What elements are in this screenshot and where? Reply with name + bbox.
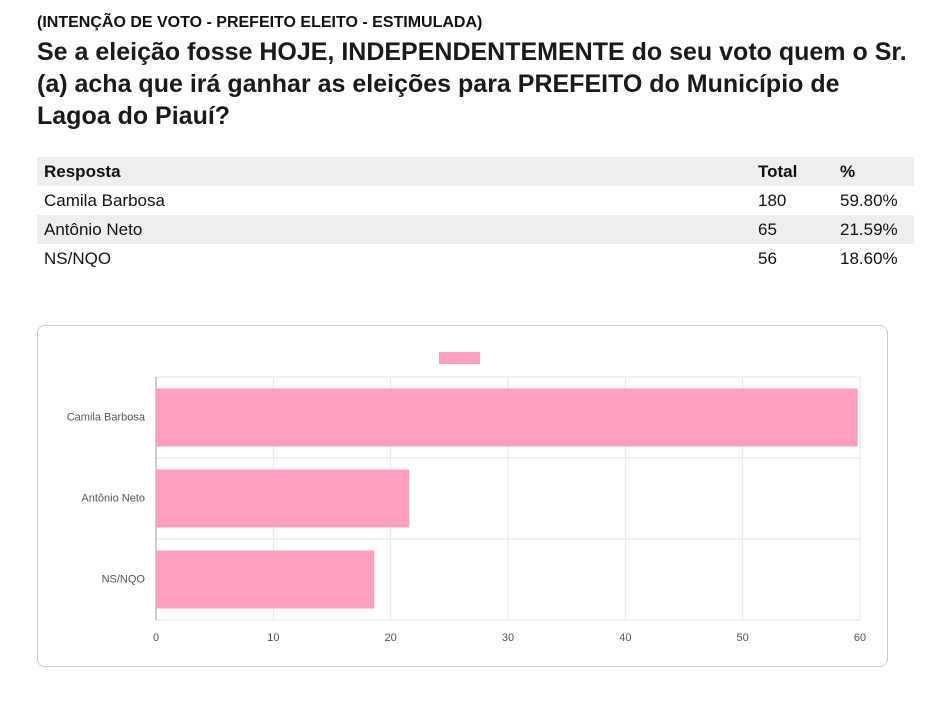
table-row: NS/NQO 56 18.60% — [37, 244, 914, 273]
table-cell: 18.60% — [840, 249, 898, 268]
bar — [156, 550, 375, 609]
x-tick-label: 0 — [153, 632, 159, 644]
table-cell: NS/NQO — [44, 249, 112, 268]
x-tick-label: 60 — [854, 632, 866, 644]
table-cell: 65 — [758, 220, 777, 239]
chart-frame — [37, 325, 888, 667]
y-tick-label: Antônio Neto — [81, 492, 145, 504]
title: Se a eleição fosse HOJE, INDEPENDENTEMEN… — [37, 38, 907, 130]
bar — [156, 388, 858, 447]
x-tick-label: 10 — [267, 632, 279, 644]
legend-swatch — [439, 352, 480, 364]
x-tick-label: 50 — [737, 632, 749, 644]
table: Resposta Total% Camila Barbosa 180 59.80% Ant… — [37, 157, 914, 273]
table-row: Antônio Neto 65 21.59% — [37, 215, 914, 244]
table-cell: Resposta — [44, 162, 121, 181]
table-cell: 56 — [758, 249, 777, 268]
table-row: Camila Barbosa 180 59.80% — [37, 186, 914, 215]
bar — [156, 469, 410, 528]
y-tick-label: Camila Barbosa — [67, 411, 146, 423]
x-tick-label: 40 — [619, 632, 631, 644]
table-cell: % — [840, 162, 856, 181]
table-cell: Camila Barbosa — [44, 191, 165, 210]
table-cell: Total — [758, 162, 798, 181]
table-row: Resposta Total% — [37, 157, 914, 186]
subtitle: (INTENÇÃO DE VOTO - PREFEITO ELEITO - ES… — [37, 14, 483, 31]
table-cell: 59.80% — [840, 191, 898, 210]
y-tick-label: NS/NQO — [102, 573, 146, 585]
table-cell: 21.59% — [840, 220, 898, 239]
table-cell: Antônio Neto — [44, 220, 143, 239]
x-tick-label: 20 — [385, 632, 397, 644]
x-tick-label: 30 — [502, 632, 514, 644]
table-cell: 180 — [758, 191, 787, 210]
